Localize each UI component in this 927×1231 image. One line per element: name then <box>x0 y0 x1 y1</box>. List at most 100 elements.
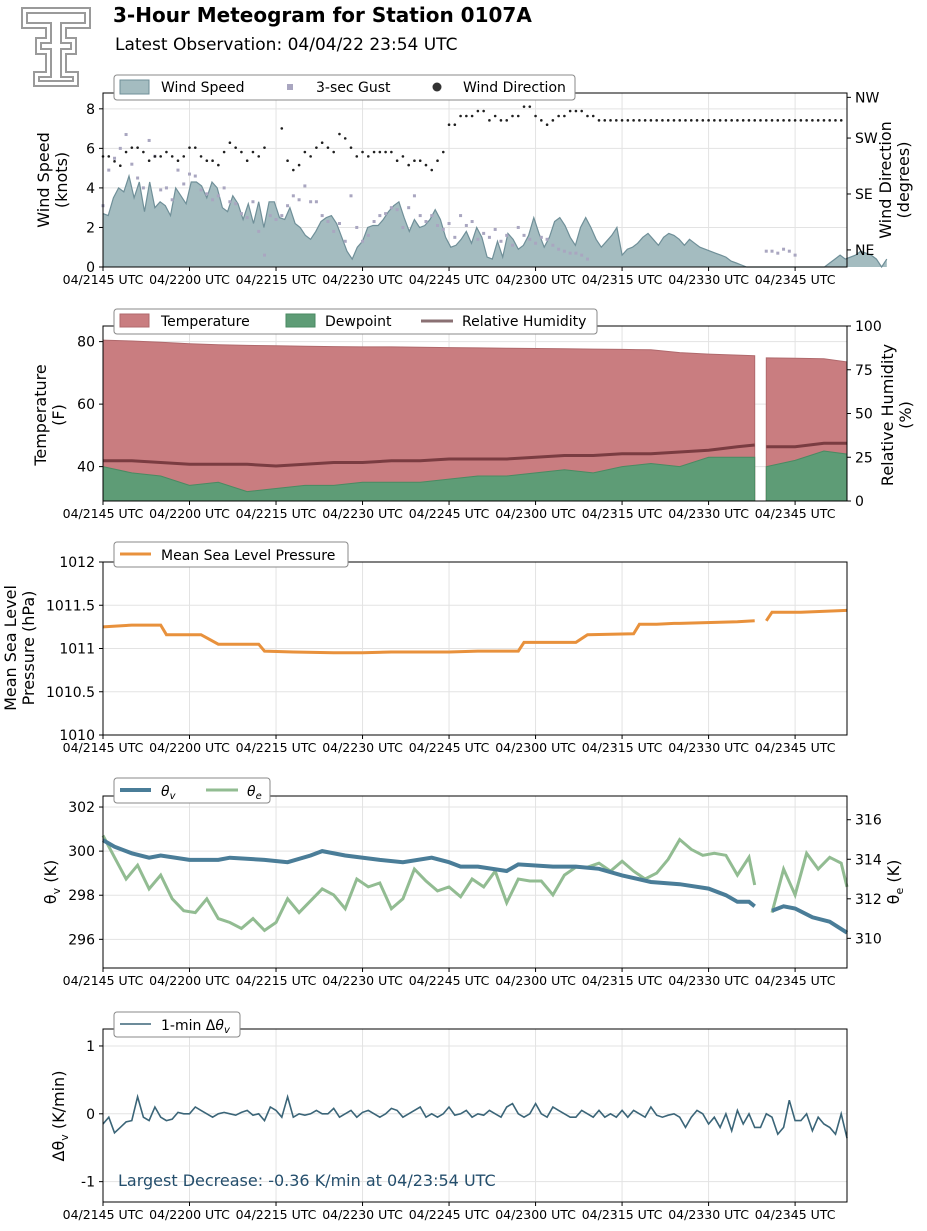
y-tick-label: 6 <box>86 141 95 157</box>
wind-direction-point <box>315 146 318 149</box>
x-tick-label: 04/2330 UTC <box>668 506 749 521</box>
x-tick-label: 04/2215 UTC <box>236 740 317 755</box>
wind-direction-point <box>770 119 774 122</box>
axis-title-part: (K) <box>884 860 903 888</box>
wind-direction-point <box>516 114 520 118</box>
gust-point <box>216 194 220 198</box>
wind-direction-point <box>828 119 831 122</box>
gust-point <box>378 214 382 218</box>
wind-direction-point <box>557 114 560 118</box>
legend-pressure <box>113 541 349 568</box>
x-tick-label: 04/2145 UTC <box>63 973 144 988</box>
wind-direction-point <box>741 119 745 122</box>
axis-title-text: Temperature(F) <box>31 364 68 466</box>
x-tick-label: 04/2215 UTC <box>236 506 317 521</box>
legend-delta-prefix: 1-min Δ <box>161 1018 216 1034</box>
largest-decrease-annotation: Largest Decrease: -0.36 K/min at 04/23:5… <box>118 1171 496 1190</box>
university-logo <box>21 7 91 87</box>
axis-title: θv (K) <box>41 860 63 904</box>
wind-direction-point <box>563 114 566 118</box>
gust-point <box>170 198 174 202</box>
wind-direction-point <box>320 141 324 145</box>
dewpoint-area <box>102 456 756 502</box>
axis-title-line: Relative Humidity <box>878 344 897 486</box>
wind-direction-point <box>280 127 284 130</box>
wind-direction-point <box>586 114 589 118</box>
legend-delta-theta <box>113 1011 241 1038</box>
wind-direction-point <box>534 114 537 118</box>
y-tick-label: 300 <box>68 844 95 860</box>
gust-point <box>482 231 486 235</box>
gust-point <box>211 198 215 202</box>
wind-direction-point <box>119 164 122 168</box>
wind-direction-point <box>211 159 214 163</box>
wind-direction-point <box>666 119 670 122</box>
x-tick-label: 04/2300 UTC <box>495 1207 576 1222</box>
wind-direction-point <box>292 168 295 172</box>
gust-point <box>401 225 405 229</box>
x-tick-label: 04/2345 UTC <box>755 272 836 287</box>
gust-point <box>384 212 388 216</box>
x-tick-label: 04/2345 UTC <box>755 506 836 521</box>
y2-tick-label: 0 <box>855 494 864 510</box>
gust-point <box>436 223 440 227</box>
wind-direction-point <box>718 119 722 122</box>
wind-direction-point <box>597 119 601 122</box>
y2-tick-label: SW <box>855 131 878 147</box>
wind-direction-point <box>147 159 151 163</box>
gust-point <box>124 133 128 137</box>
x-tick-label: 04/2145 UTC <box>63 272 144 287</box>
axis-title-line: Temperature <box>31 364 50 466</box>
wind-direction-point <box>453 123 457 126</box>
wind-direction-point <box>799 119 803 122</box>
wind-direction-point <box>568 109 572 113</box>
axis-title: Δθv (K/min) <box>49 1071 71 1162</box>
x-tick-label: 04/2200 UTC <box>149 506 230 521</box>
wind-direction-point <box>245 159 249 163</box>
wind-direction-point <box>782 119 785 122</box>
legend-swatch-wind-speed <box>119 79 150 95</box>
wind-direction-point <box>188 146 191 149</box>
gust-point <box>182 182 186 186</box>
x-tick-label: 04/2230 UTC <box>322 1207 403 1222</box>
legend-label-theta-e: θe <box>247 784 262 802</box>
legend-label: Temperature <box>160 314 250 330</box>
wind-direction-point <box>384 150 387 154</box>
wind-direction-point <box>505 119 509 122</box>
wind-direction-point <box>753 119 757 122</box>
gust-point <box>314 200 318 204</box>
gust-point <box>159 188 163 192</box>
axis-title-text: Δθv (K/min) <box>49 1071 71 1162</box>
wind-direction-point <box>332 150 335 154</box>
gust-point <box>776 251 780 255</box>
wind-direction-point <box>142 150 145 154</box>
wind-direction-point <box>217 163 220 167</box>
gust-point <box>303 184 307 188</box>
wind-direction-point <box>591 114 595 118</box>
wind-direction-point <box>776 119 780 122</box>
wind-direction-point <box>361 150 364 154</box>
gust-point <box>534 241 538 245</box>
gust-point <box>337 222 341 225</box>
x-tick-label: 04/2315 UTC <box>582 973 663 988</box>
y2-tick-label: 316 <box>855 813 882 829</box>
axis-title-line: Wind Direction <box>876 121 895 239</box>
x-tick-label: 04/2345 UTC <box>755 740 836 755</box>
wind-direction-point <box>182 155 186 158</box>
wind-direction-point <box>228 141 232 145</box>
gust-point <box>332 229 336 233</box>
wind-direction-point <box>816 119 820 122</box>
y-tick-label: -1 <box>81 1175 95 1191</box>
wind-direction-point <box>113 160 116 163</box>
delta-theta-v-line <box>102 1093 848 1139</box>
wind-direction-point <box>759 119 762 122</box>
wind-direction-point <box>540 119 543 122</box>
wind-direction-point <box>626 119 630 122</box>
y2-tick-label: 100 <box>855 319 882 335</box>
x-tick-label: 04/2300 UTC <box>495 973 576 988</box>
gust-point <box>551 243 555 247</box>
wind-direction-point <box>701 119 705 122</box>
x-tick-label: 04/2200 UTC <box>149 272 230 287</box>
wind-direction-point <box>580 109 583 113</box>
